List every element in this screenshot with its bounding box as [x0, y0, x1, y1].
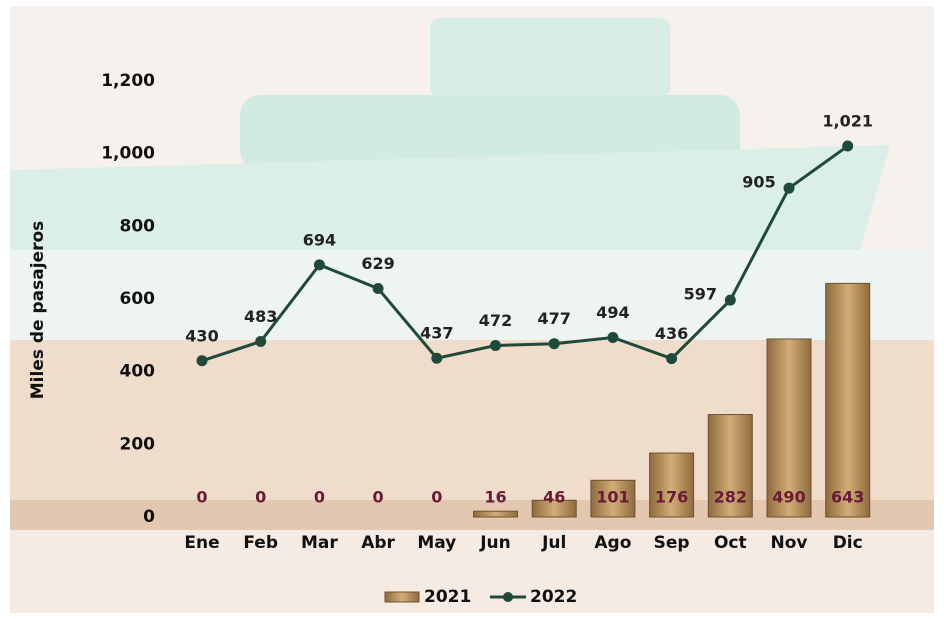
- bar-value-label: 16: [484, 488, 506, 507]
- y-tick-label: 200: [120, 434, 156, 454]
- x-tick-label: Abr: [361, 533, 395, 553]
- bar-value-label: 490: [772, 488, 805, 507]
- line-point: [255, 336, 267, 348]
- bar: [590, 479, 636, 518]
- x-tick-label: Dic: [833, 533, 863, 553]
- y-tick-label: 600: [120, 289, 156, 309]
- line-point: [783, 182, 795, 194]
- bar-value-label: 0: [431, 488, 442, 507]
- y-tick-label: 1,000: [101, 144, 155, 164]
- bar-value-label: 0: [314, 488, 325, 507]
- line-value-label: 905: [742, 173, 775, 192]
- bar: [473, 510, 518, 518]
- line-point: [372, 282, 384, 294]
- x-tick-label: May: [417, 533, 456, 553]
- y-axis-label: Miles de pasajeros: [28, 221, 48, 400]
- line-point: [313, 259, 325, 271]
- line-point: [431, 352, 443, 364]
- x-tick-label: Sep: [654, 533, 690, 553]
- x-tick-label: Feb: [243, 533, 278, 553]
- y-tick-label: 400: [120, 362, 156, 382]
- line-point: [548, 338, 560, 350]
- bar-value-label: 0: [255, 488, 266, 507]
- bar: [531, 499, 577, 518]
- x-tick-label: Oct: [714, 533, 747, 553]
- line-value-label: 483: [244, 307, 277, 326]
- legend-label: 2022: [530, 587, 577, 607]
- line-value-label: 477: [537, 309, 570, 328]
- bar-value-label: 46: [543, 488, 565, 507]
- bar: [707, 414, 753, 518]
- line-value-label: 694: [303, 230, 336, 249]
- legend-label: 2021: [424, 587, 471, 607]
- line-value-label: 597: [684, 285, 717, 304]
- line-value-label: 472: [479, 311, 512, 330]
- line-value-label: 437: [420, 324, 453, 343]
- y-tick-label: 800: [120, 216, 156, 236]
- x-tick-label: Ene: [184, 533, 219, 553]
- line-value-label: 436: [655, 324, 688, 343]
- line-point: [196, 355, 208, 367]
- x-tick-label: Mar: [301, 533, 338, 553]
- bar-value-label: 282: [714, 488, 747, 507]
- x-tick-label: Nov: [771, 533, 808, 553]
- line-point: [607, 332, 619, 344]
- y-tick-label: 0: [143, 507, 155, 527]
- bar-value-label: 176: [655, 488, 688, 507]
- x-tick-label: Jul: [541, 533, 566, 553]
- bar: [766, 338, 812, 518]
- bar: [649, 452, 695, 518]
- legend-swatch: [384, 591, 420, 603]
- bar-value-label: 0: [373, 488, 384, 507]
- bar-value-label: 0: [196, 488, 207, 507]
- y-tick-label: 1,200: [101, 71, 155, 91]
- x-tick-label: Jun: [479, 533, 511, 553]
- x-tick-label: Ago: [594, 533, 631, 553]
- bar-value-label: 101: [596, 488, 629, 507]
- legend-dot: [503, 592, 513, 602]
- line: [201, 144, 849, 363]
- bar-value-label: 643: [831, 488, 864, 507]
- line-point: [666, 353, 678, 365]
- line-value-label: 629: [361, 254, 394, 273]
- line-point: [490, 340, 501, 352]
- line-value-label: 430: [185, 326, 218, 345]
- line-value-label: 494: [596, 303, 629, 322]
- line-value-label: 1,021: [822, 112, 873, 131]
- line-point: [724, 294, 736, 306]
- line-point: [842, 140, 854, 152]
- bar: [825, 282, 871, 518]
